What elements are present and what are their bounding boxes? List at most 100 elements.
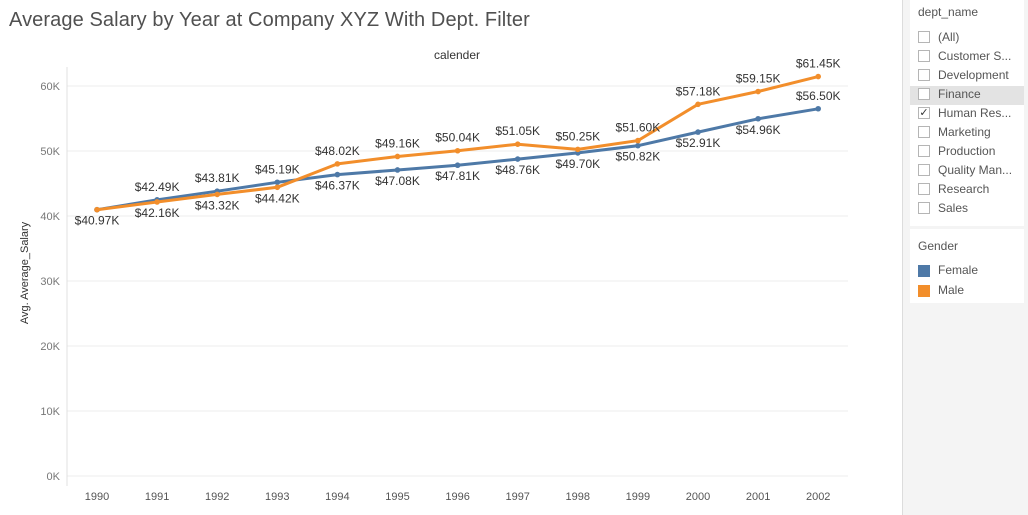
sidebar: dept_name (All) Customer S... Development F… [902,0,1028,515]
data-point-male [394,153,401,160]
filter-item-label: Production [938,144,996,158]
filter-item[interactable]: Finance [910,86,1024,105]
data-label-female: $42.49K [135,180,180,194]
checkbox[interactable] [918,183,930,195]
x-tick-label: 2001 [746,491,770,503]
data-point-male [514,141,521,147]
data-label-male: $57.18K [676,84,721,98]
legend-title: Gender [918,239,959,253]
y-tick-label: 0K [47,471,61,483]
gender-legend-panel: Gender Female Male [910,229,1024,303]
data-point-male [334,161,341,167]
data-label-male: $59.15K [736,72,781,86]
data-point-male [635,137,641,144]
x-tick-label: 1993 [265,491,289,503]
data-point-female [755,115,761,122]
data-point-male [695,101,701,108]
dept-filter-panel: dept_name (All) Customer S... Development F… [910,0,1024,226]
data-point-male [94,206,100,213]
data-point-female [394,167,401,173]
x-tick-label: 1992 [205,491,229,503]
data-point-female [635,142,641,149]
data-label-male: $51.05K [495,124,540,138]
data-point-female [454,162,461,169]
filter-item[interactable]: (All) [910,29,1024,48]
line-chart: calender Avg. Average_Salary 0K 10K 20K 30K… [19,48,848,503]
legend-label: Female [938,263,979,277]
x-tick-label: 2002 [806,491,830,503]
chart-title: Average Salary by Year at Company XYZ Wi… [9,9,530,31]
data-label-male: $49.16K [375,136,420,150]
data-label-female: $40.97K [75,214,120,228]
data-point-male [575,146,581,153]
filter-item[interactable]: Quality Man... [910,162,1024,181]
data-point-male [154,199,160,205]
data-label-female: $47.08K [375,174,420,188]
y-tick-label: 60K [40,81,60,93]
filter-item-label: Research [938,182,990,196]
axes: calender Avg. Average_Salary 0K 10K 20K 30K… [19,48,830,503]
data-point-male [214,191,220,198]
series [94,73,821,213]
checkbox[interactable]: ✓ [918,107,930,119]
y-tick-label: 40K [40,211,60,223]
data-label-female: $45.19K [255,162,300,176]
data-point-male [815,73,821,80]
y-tick-label: 20K [40,341,60,353]
data-labels: $40.97K $42.49K $43.81K $45.19K $46.37K $47.0… [75,57,841,228]
y-tick-label: 30K [40,276,60,288]
data-label-male: $50.04K [435,131,480,145]
legend-item-female[interactable]: Female [910,262,1024,280]
checkbox[interactable] [918,69,930,81]
data-label-female: $56.50K [796,89,841,103]
legend-swatch [918,285,930,297]
data-point-female [695,129,701,135]
filter-item[interactable]: Marketing [910,124,1024,143]
filter-item-label: Human Res... [938,106,1012,120]
legend-item-male[interactable]: Male [910,282,1024,300]
legend-swatch [918,265,930,277]
filter-item[interactable]: ✓ Human Res... [910,105,1024,124]
y-tick-label: 10K [40,406,60,418]
legend-label: Male [938,283,965,297]
gridlines [67,85,848,477]
column-header: calender [434,48,480,62]
filter-item[interactable]: Development [910,67,1024,86]
x-tick-label: 1999 [626,491,650,503]
data-label-female: $46.37K [315,179,360,193]
data-point-female [334,171,341,178]
x-tick-label: 1990 [85,491,109,503]
data-label-male: $42.16K [135,206,180,220]
checkbox[interactable] [918,88,930,100]
checkbox[interactable] [918,126,930,138]
y-tick-label: 50K [40,146,60,158]
data-label-female: $43.81K [195,171,240,185]
data-label-female: $52.91K [676,136,721,150]
data-point-male [755,88,761,95]
data-label-female: $47.81K [435,169,480,183]
filter-item[interactable]: Customer S... [910,48,1024,67]
data-label-male: $48.02K [315,144,360,158]
data-label-male: $50.25K [555,129,600,143]
filter-title: dept_name [918,5,979,19]
filter-item[interactable]: Sales [910,200,1024,219]
x-tick-label: 1994 [325,491,349,503]
data-label-male: $44.42K [255,191,300,205]
checkbox[interactable] [918,31,930,43]
x-tick-label: 1995 [385,491,409,503]
checkbox[interactable] [918,164,930,176]
filter-item-label: Customer S... [938,49,1012,63]
filter-item-label: (All) [938,30,960,44]
filter-item-label: Marketing [938,125,991,139]
filter-item[interactable]: Research [910,181,1024,200]
checkbox[interactable] [918,202,930,214]
data-label-female: $50.82K [616,150,661,164]
data-point-female [815,105,821,112]
checkbox[interactable] [918,50,930,62]
data-label-male: $51.60K [616,121,661,135]
data-point-male [274,184,281,191]
filter-item[interactable]: Production [910,143,1024,162]
data-point-female [274,179,281,186]
x-tick-label: 1998 [566,491,590,503]
checkbox[interactable] [918,145,930,157]
